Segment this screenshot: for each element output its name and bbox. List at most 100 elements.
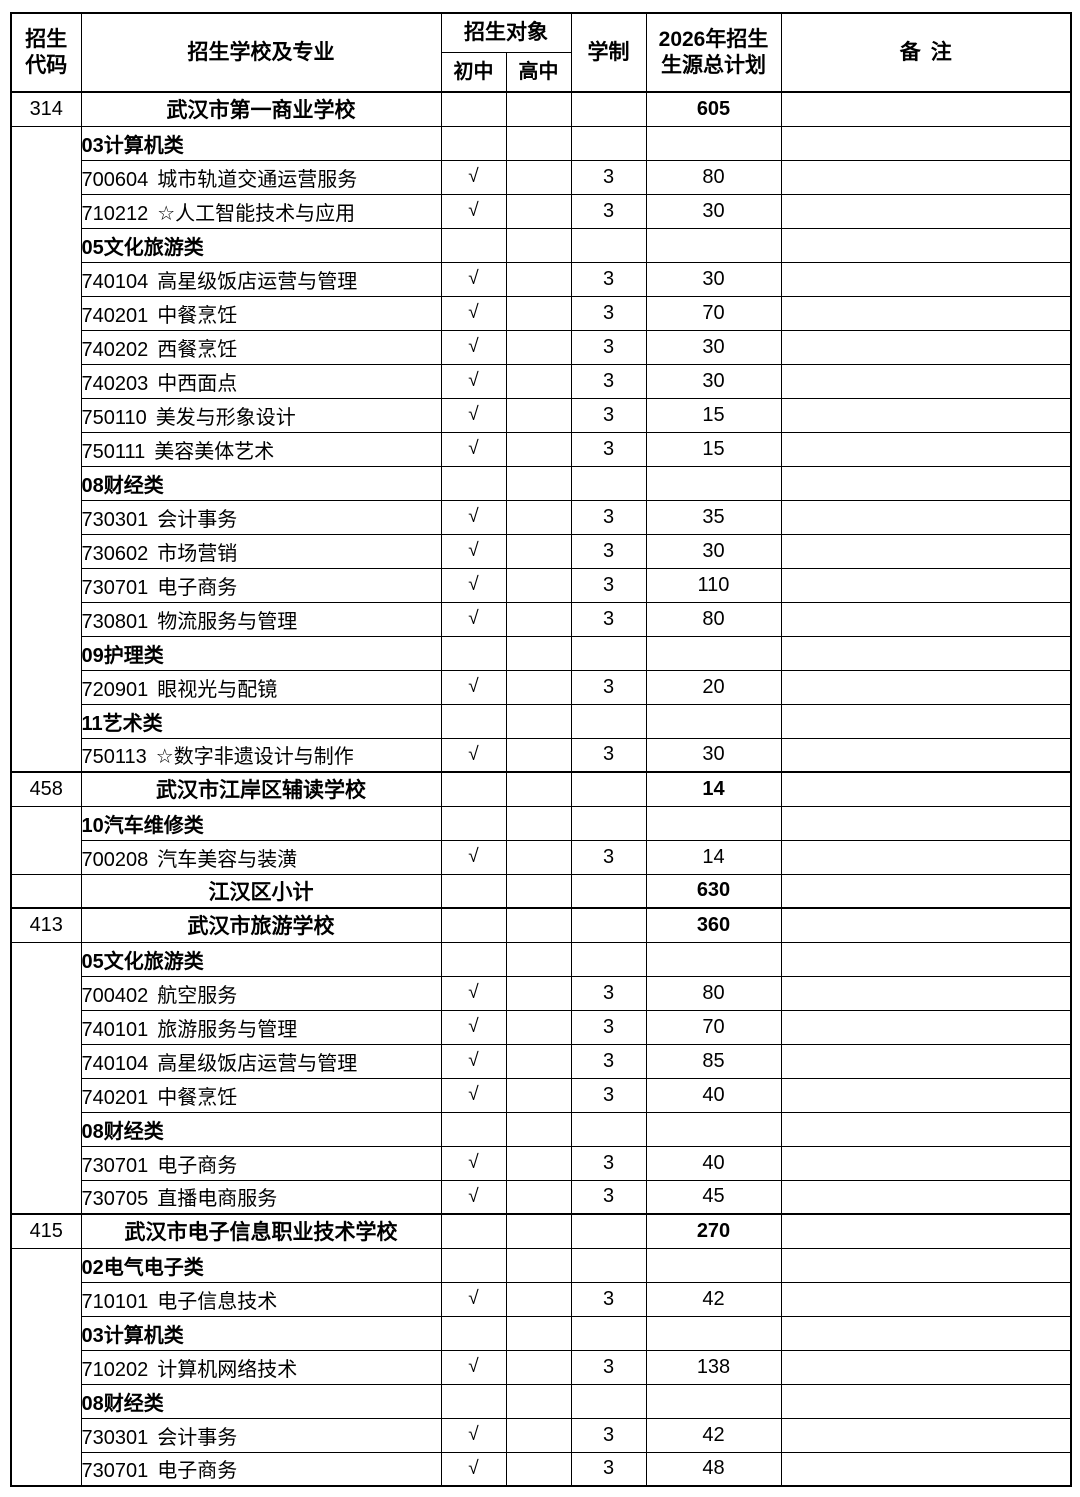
cell-years: 3 bbox=[570, 567, 647, 603]
table-row: 700208 汽车美容与装潢 √ 3 14 bbox=[11, 839, 1072, 875]
table-row: 江汉区小计 630 bbox=[10, 873, 1072, 909]
table-row: 08财经类 bbox=[11, 465, 1072, 501]
cell-junior-check: √ bbox=[440, 1009, 507, 1045]
cell-plan: 35 bbox=[645, 499, 782, 535]
major-code: 740201 bbox=[81, 304, 149, 327]
cell-senior-check bbox=[505, 159, 572, 195]
cell-plan: 14 bbox=[645, 839, 782, 875]
table-row: 730705 直播电商服务 √ 3 45 bbox=[11, 1179, 1072, 1215]
cell-code-blank bbox=[10, 1247, 82, 1487]
cell-remark bbox=[780, 261, 1072, 297]
cell-remark bbox=[780, 1451, 1072, 1487]
cell-remark bbox=[780, 329, 1072, 365]
major-title: 电子商务 bbox=[157, 1460, 238, 1483]
cell-plan bbox=[645, 125, 782, 161]
cell-plan: 70 bbox=[645, 1009, 782, 1045]
cell-remark bbox=[780, 975, 1072, 1011]
cell-junior-check: √ bbox=[440, 737, 507, 773]
major-code: 700208 bbox=[81, 848, 149, 871]
cell-remark bbox=[780, 1281, 1072, 1317]
cell-senior-check bbox=[505, 1451, 572, 1487]
cell-senior-check bbox=[505, 295, 572, 331]
cell-junior-check bbox=[440, 1315, 507, 1351]
cell-major-name: 730301 会计事务 bbox=[80, 499, 442, 535]
cell-junior-check: √ bbox=[440, 431, 507, 467]
major-title: 美发与形象设计 bbox=[155, 406, 296, 429]
cell-school-name: 武汉市电子信息职业技术学校 bbox=[80, 1213, 442, 1249]
cell-junior-check: √ bbox=[440, 397, 507, 433]
cell-remark bbox=[780, 1145, 1072, 1181]
cell-remark bbox=[780, 1043, 1072, 1079]
cell-senior-check bbox=[505, 125, 572, 161]
major-title: 中餐烹饪 bbox=[157, 304, 238, 327]
cell-major-name: 730602 市场营销 bbox=[80, 533, 442, 569]
major-title: 中西面点 bbox=[157, 372, 238, 395]
cell-years: 3 bbox=[570, 329, 647, 365]
cell-subtotal-label: 江汉区小计 bbox=[80, 873, 442, 909]
cell-senior-check bbox=[505, 601, 572, 637]
cell-senior-check bbox=[505, 941, 572, 977]
cell-senior-check bbox=[505, 499, 572, 535]
cell-plan bbox=[645, 805, 782, 841]
major-code: 740101 bbox=[81, 1018, 149, 1041]
cell-senior-check bbox=[505, 1043, 572, 1079]
table-row: 740104 高星级饭店运营与管理 √ 3 30 bbox=[11, 261, 1072, 297]
cell-major-group: 03计算机类 bbox=[80, 1315, 442, 1351]
cell-school-name: 武汉市第一商业学校 bbox=[80, 91, 442, 127]
table-row: 700604 城市轨道交通运营服务 √ 3 80 bbox=[11, 159, 1072, 195]
cell-plan bbox=[645, 1111, 782, 1147]
cell-plan: 15 bbox=[645, 431, 782, 467]
cell-plan: 42 bbox=[645, 1417, 782, 1453]
cell-senior-check bbox=[505, 227, 572, 263]
cell-years bbox=[570, 1315, 647, 1351]
cell-senior-check bbox=[505, 465, 572, 501]
cell-years bbox=[570, 635, 647, 671]
table-row: 11艺术类 bbox=[11, 703, 1072, 739]
cell-major-name: 700402 航空服务 bbox=[80, 975, 442, 1011]
table-row: 750113 ☆数字非遗设计与制作 √ 3 30 bbox=[11, 737, 1072, 773]
cell-years: 3 bbox=[570, 1009, 647, 1045]
column-header-junior: 初中 bbox=[440, 52, 507, 93]
table-row: 05文化旅游类 bbox=[11, 227, 1072, 263]
cell-years: 3 bbox=[570, 431, 647, 467]
cell-plan: 605 bbox=[645, 91, 782, 127]
cell-plan: 30 bbox=[645, 533, 782, 569]
header-row-1: 招生 代码 招生学校及专业 招生对象 学制 2026年招生 生源总计划 备注 bbox=[10, 12, 1072, 93]
cell-years: 3 bbox=[570, 159, 647, 195]
cell-remark bbox=[780, 601, 1072, 637]
cell-remark bbox=[780, 1077, 1072, 1113]
cell-junior-check bbox=[440, 227, 507, 263]
cell-years: 3 bbox=[570, 261, 647, 297]
cell-senior-check bbox=[505, 873, 572, 909]
cell-junior-check: √ bbox=[440, 669, 507, 705]
cell-remark bbox=[780, 1213, 1072, 1249]
cell-junior-check bbox=[440, 1213, 507, 1249]
cell-years: 3 bbox=[570, 1349, 647, 1385]
major-code: 730801 bbox=[81, 610, 149, 633]
major-code: 730301 bbox=[81, 1426, 149, 1449]
cell-remark bbox=[780, 363, 1072, 399]
cell-plan: 30 bbox=[645, 329, 782, 365]
cell-plan: 20 bbox=[645, 669, 782, 705]
table-body: 3 14 武汉市第一商业学校 605 03计算机类 700604 城市轨道交通运营服务 √ 3 8… bbox=[10, 91, 1072, 1487]
major-title: 电子商务 bbox=[157, 576, 238, 599]
cell-remark bbox=[780, 703, 1072, 739]
major-code: 750111 bbox=[81, 440, 146, 463]
table-row: 09护理类 bbox=[11, 635, 1072, 671]
cell-junior-check bbox=[440, 873, 507, 909]
cell-remark bbox=[780, 1009, 1072, 1045]
cell-junior-check: √ bbox=[440, 1043, 507, 1079]
cell-code-blank bbox=[10, 805, 82, 875]
cell-remark bbox=[780, 431, 1072, 467]
cell-remark bbox=[780, 805, 1072, 841]
table-row: 03计算机类 bbox=[11, 1315, 1072, 1351]
cell-junior-check bbox=[440, 1383, 507, 1419]
cell-plan: 14 bbox=[645, 771, 782, 807]
column-header-plan-line2: 生源总计划 bbox=[661, 53, 766, 77]
cell-junior-check: √ bbox=[440, 1145, 507, 1181]
table-row: 720901 眼视光与配镜 √ 3 20 bbox=[11, 669, 1072, 705]
cell-junior-check: √ bbox=[440, 533, 507, 569]
cell-major-name: 730701 电子商务 bbox=[80, 567, 442, 603]
cell-plan: 270 bbox=[645, 1213, 782, 1249]
